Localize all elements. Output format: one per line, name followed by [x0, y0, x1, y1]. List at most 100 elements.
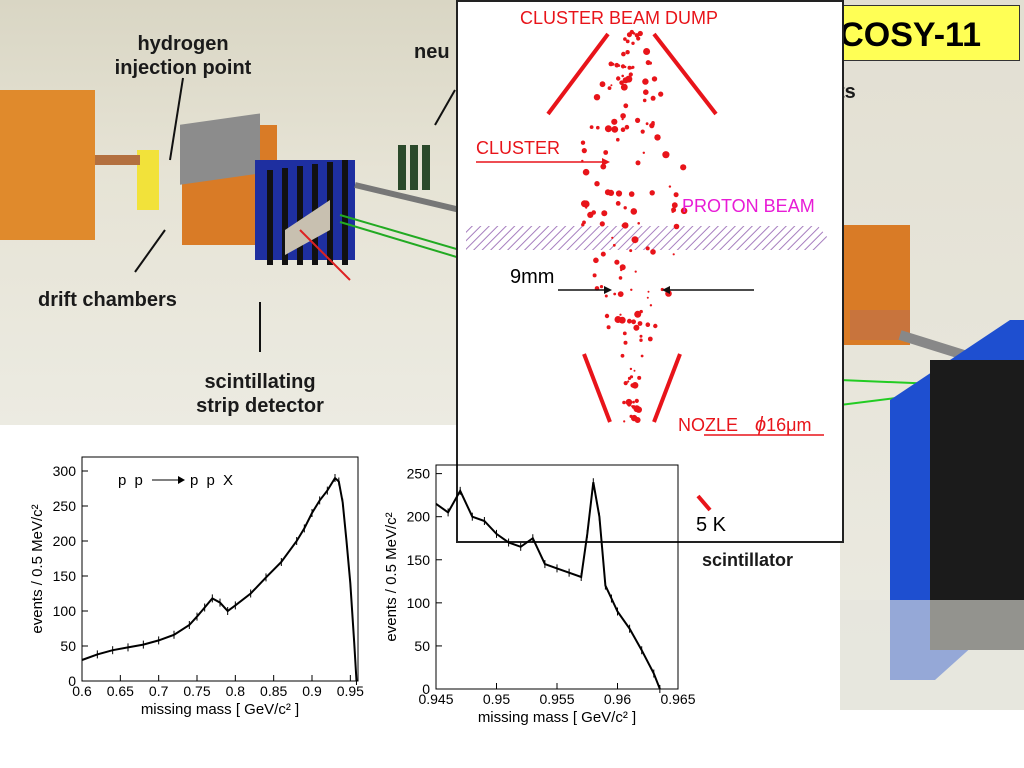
cluster-droplet	[627, 65, 632, 70]
cluster-droplet	[619, 313, 622, 316]
label-drift-chambers: drift chambers	[38, 289, 177, 311]
y-tick-label: 200	[53, 533, 77, 549]
cluster-droplet	[642, 78, 649, 85]
cluster-droplet	[600, 251, 606, 257]
cluster-droplet	[636, 36, 641, 41]
x-tick-label: 0.96	[604, 691, 631, 707]
cluster-target-panel: CLUSTER BEAM DUMP CLUSTER PROTON BEAM 9m…	[456, 0, 844, 543]
y-tick-label: 100	[407, 595, 431, 611]
cluster-droplet	[673, 223, 680, 230]
x-tick-label: 0.9	[302, 683, 322, 699]
label-proton-beam: PROTON BEAM	[682, 196, 815, 216]
cluster-droplet	[616, 137, 620, 142]
cluster-droplet	[635, 160, 641, 166]
cluster-droplet	[671, 210, 675, 213]
width-marker-right-head	[662, 286, 670, 294]
cluster-droplet	[603, 150, 609, 155]
cluster-droplet	[631, 382, 639, 389]
cluster-droplet	[620, 353, 625, 358]
cluster-droplet	[593, 257, 599, 264]
cluster-droplet	[633, 369, 636, 372]
cluster-droplet	[611, 236, 614, 239]
cluster-droplet	[628, 72, 633, 77]
cluster-droplet	[642, 151, 645, 154]
cluster-droplet	[606, 325, 611, 330]
cluster-droplet	[623, 37, 627, 41]
cluster-droplet	[632, 32, 636, 35]
x-tick-label: 0.7	[149, 683, 169, 699]
cluster-droplet	[651, 76, 658, 82]
x-axis-title: missing mass [ GeV/c² ]	[141, 701, 299, 718]
cluster-droplet	[611, 62, 615, 66]
cluster-droplet	[621, 118, 624, 121]
cluster-droplet	[620, 268, 623, 272]
plot-frame	[435, 464, 679, 690]
cluster-droplet	[593, 94, 601, 101]
x-tick-label: 0.6	[72, 683, 92, 699]
y-tick-label: 50	[60, 638, 76, 654]
cluster-droplet	[668, 185, 672, 188]
reaction-final: p p X	[190, 472, 235, 489]
cluster-droplet	[607, 86, 612, 90]
cluster-droplet	[599, 221, 605, 227]
cluster-droplet	[621, 74, 624, 78]
cluster-droplet	[631, 41, 635, 45]
cluster-droplet	[620, 83, 628, 91]
cluster-droplet	[658, 91, 664, 97]
cluster-droplet	[599, 81, 606, 88]
cluster-droplet	[616, 76, 621, 81]
label-scintillating-line1: scintillating	[204, 371, 316, 393]
x-tick-label: 0.945	[418, 691, 453, 707]
cluster-droplet	[640, 129, 645, 134]
label-scintillating-strip: scintillating strip detector	[170, 370, 350, 418]
cluster-droplet	[632, 400, 635, 404]
cluster-droplet	[649, 190, 655, 196]
cluster-droplet	[654, 134, 661, 141]
cluster-droplet	[580, 140, 586, 145]
reaction-initial: p p	[118, 472, 145, 489]
x-tick-label: 0.965	[660, 691, 695, 707]
label-hydrogen-line2: injection point	[114, 57, 252, 79]
cluster-droplet	[624, 124, 630, 130]
y-tick-label: 150	[53, 568, 77, 584]
cluster-droplet	[581, 148, 587, 154]
cluster-droplet	[636, 408, 640, 412]
nozzle-cone-left	[582, 353, 612, 423]
cluster-droplet	[637, 321, 643, 326]
cluster-droplet	[625, 39, 630, 44]
cluster-droplet	[647, 336, 653, 342]
cluster-droplet	[634, 270, 637, 273]
cluster-droplet	[680, 164, 687, 171]
y-tick-label: 0	[422, 681, 430, 697]
cluster-droplet	[618, 316, 626, 324]
missing-mass-plot-narrow: 0.945 0.95 0.955 0.96 0.965 0 50 100 150 200 250 mi…	[383, 464, 696, 726]
cluster-droplet	[649, 304, 653, 307]
cluster-droplet	[630, 288, 633, 291]
page-title: COSY-11	[839, 16, 981, 54]
label-scintillator-partial: scintillator	[702, 550, 794, 570]
y-tick-label: 50	[414, 638, 430, 654]
cluster-droplet	[615, 190, 623, 197]
cluster-droplet	[637, 30, 643, 37]
x-tick-label: 0.95	[483, 691, 510, 707]
diameter-symbol: ϕ	[755, 414, 767, 436]
cluster-droplet	[619, 80, 624, 85]
cluster-droplet	[662, 151, 670, 159]
dump-cone-left	[546, 32, 610, 116]
cluster-droplet	[614, 259, 620, 265]
cluster-droplet	[601, 210, 608, 217]
cluster-droplet	[622, 400, 626, 405]
y-axis-title: events / 0.5 MeV/c²	[383, 512, 400, 641]
cluster-droplet	[646, 296, 649, 299]
label-neutron-partial: neu	[414, 41, 450, 63]
label-nozzle-diameter: 16μm	[766, 415, 812, 435]
detector-scene-right-drawing	[839, 225, 1024, 710]
cluster-droplet	[599, 285, 604, 289]
cluster-droplet	[612, 243, 616, 247]
proton-beam-arrow	[466, 226, 828, 250]
cluster-droplet	[648, 61, 652, 65]
cluster-droplet	[623, 103, 629, 109]
cluster-droplet	[623, 420, 626, 423]
label-cluster: CLUSTER	[476, 138, 561, 158]
y-tick-label: 100	[53, 603, 77, 619]
